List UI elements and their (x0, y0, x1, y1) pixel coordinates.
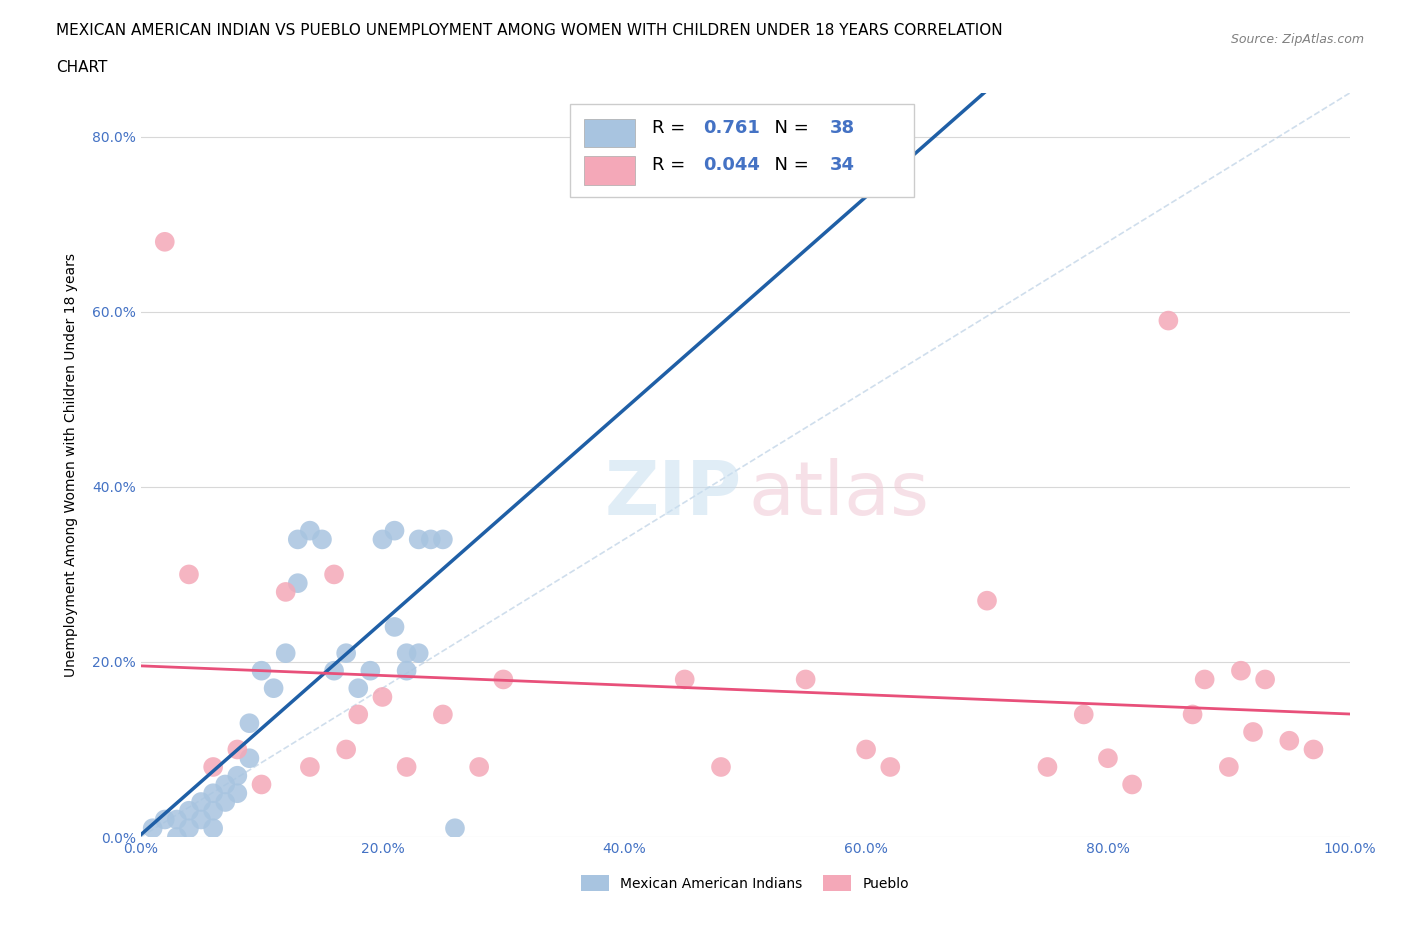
Text: R =: R = (652, 119, 692, 137)
Point (166, 812, 188, 827)
FancyBboxPatch shape (585, 156, 636, 184)
Point (153, 812, 176, 827)
Point (238, 751, 260, 765)
Point (202, 821, 225, 836)
Point (298, 760, 321, 775)
Point (287, 532, 309, 547)
Point (1302, 742, 1324, 757)
Point (190, 812, 212, 827)
Point (263, 681, 285, 696)
Point (226, 786, 249, 801)
Text: Source: ZipAtlas.com: Source: ZipAtlas.com (1230, 33, 1364, 46)
Point (384, 619, 406, 634)
Point (359, 663, 381, 678)
Point (153, 234, 176, 249)
Point (976, 593, 998, 608)
Point (1121, 777, 1143, 792)
Point (710, 760, 733, 775)
Point (432, 707, 454, 722)
Text: N =: N = (763, 156, 815, 174)
Point (238, 716, 260, 731)
Point (335, 645, 357, 660)
Y-axis label: Unemployment Among Women with Children Under 18 years: Unemployment Among Women with Children U… (65, 253, 77, 677)
Point (250, 777, 273, 792)
Text: 38: 38 (830, 119, 855, 137)
Point (855, 742, 877, 757)
Point (371, 532, 394, 547)
Text: MEXICAN AMERICAN INDIAN VS PUEBLO UNEMPLOYMENT AMONG WOMEN WITH CHILDREN UNDER 1: MEXICAN AMERICAN INDIAN VS PUEBLO UNEMPL… (56, 23, 1002, 38)
Point (1254, 672, 1277, 687)
Text: atlas: atlas (749, 458, 929, 531)
Point (214, 794, 236, 809)
Point (1073, 707, 1095, 722)
Point (142, 821, 165, 836)
Text: R =: R = (652, 156, 692, 174)
Point (166, 830, 188, 844)
Point (1036, 760, 1059, 775)
Point (347, 707, 370, 722)
FancyBboxPatch shape (585, 119, 636, 147)
Point (202, 804, 225, 818)
Point (468, 760, 491, 775)
Point (1097, 751, 1119, 765)
Point (384, 524, 406, 538)
Point (371, 689, 394, 704)
Point (1181, 707, 1204, 722)
Point (202, 786, 225, 801)
Point (335, 742, 357, 757)
Point (226, 768, 249, 783)
Point (250, 663, 273, 678)
Point (323, 663, 346, 678)
Point (190, 794, 212, 809)
Point (177, 567, 200, 582)
Point (419, 532, 441, 547)
Point (323, 567, 346, 582)
Point (274, 645, 297, 660)
Point (1278, 733, 1301, 748)
Point (395, 760, 418, 775)
Point (177, 821, 200, 836)
Text: 0.044: 0.044 (703, 156, 759, 174)
Point (444, 821, 467, 836)
Text: ZIP: ZIP (605, 458, 741, 531)
Point (673, 672, 696, 687)
Point (214, 777, 236, 792)
Point (492, 672, 515, 687)
Legend: Mexican American Indians, Pueblo: Mexican American Indians, Pueblo (576, 869, 914, 897)
Point (432, 532, 454, 547)
Point (1218, 760, 1240, 775)
Text: N =: N = (763, 119, 815, 137)
Point (395, 645, 418, 660)
Point (226, 742, 249, 757)
Text: 34: 34 (830, 156, 855, 174)
Point (1157, 313, 1180, 328)
Point (287, 576, 309, 591)
Point (311, 532, 333, 547)
Text: CHART: CHART (56, 60, 108, 75)
Point (408, 645, 430, 660)
Point (1194, 672, 1216, 687)
Point (1230, 663, 1253, 678)
Point (1241, 724, 1264, 739)
FancyBboxPatch shape (569, 104, 914, 197)
Point (298, 524, 321, 538)
Point (274, 584, 297, 599)
Point (794, 672, 817, 687)
Point (347, 681, 370, 696)
Point (177, 804, 200, 818)
Point (879, 760, 901, 775)
Point (202, 760, 225, 775)
Text: 0.761: 0.761 (703, 119, 759, 137)
Point (395, 663, 418, 678)
Point (408, 532, 430, 547)
